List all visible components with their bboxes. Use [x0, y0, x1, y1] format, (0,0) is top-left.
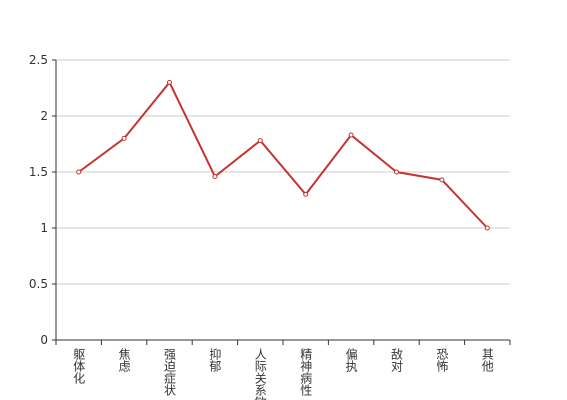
x-tick-label: 强迫症状: [163, 348, 177, 396]
point: [212, 173, 218, 179]
y-tick-label: 0: [40, 333, 48, 347]
x-tick-label: 敌对: [390, 347, 404, 372]
x-tick-label: 抑郁: [208, 347, 222, 373]
x-tick-label: 躯体化: [72, 347, 86, 385]
x-tick-label: 人际关系敏感: [253, 348, 267, 400]
point: [484, 225, 490, 231]
point: [348, 132, 354, 138]
y-tick-label: 0.5: [29, 277, 48, 291]
x-tick-label: 焦虑: [117, 348, 131, 372]
point: [121, 135, 127, 141]
point: [394, 169, 399, 175]
y-tick-label: 1.5: [29, 165, 48, 179]
x-tick-label: 其他: [480, 348, 494, 372]
point: [439, 177, 445, 183]
y-tick-label: 1: [40, 221, 48, 235]
line: [78, 80, 489, 229]
point: [167, 79, 172, 85]
point: [303, 191, 309, 197]
point: [76, 169, 82, 175]
y-tick-label: 2: [40, 109, 48, 123]
x-tick-label: 偏执: [344, 347, 358, 373]
y-tick-label: 2.5: [29, 53, 48, 67]
point: [257, 138, 263, 144]
x-tick-label: 精神病性: [299, 348, 313, 397]
x-tick-label: 恐怖: [435, 348, 449, 372]
